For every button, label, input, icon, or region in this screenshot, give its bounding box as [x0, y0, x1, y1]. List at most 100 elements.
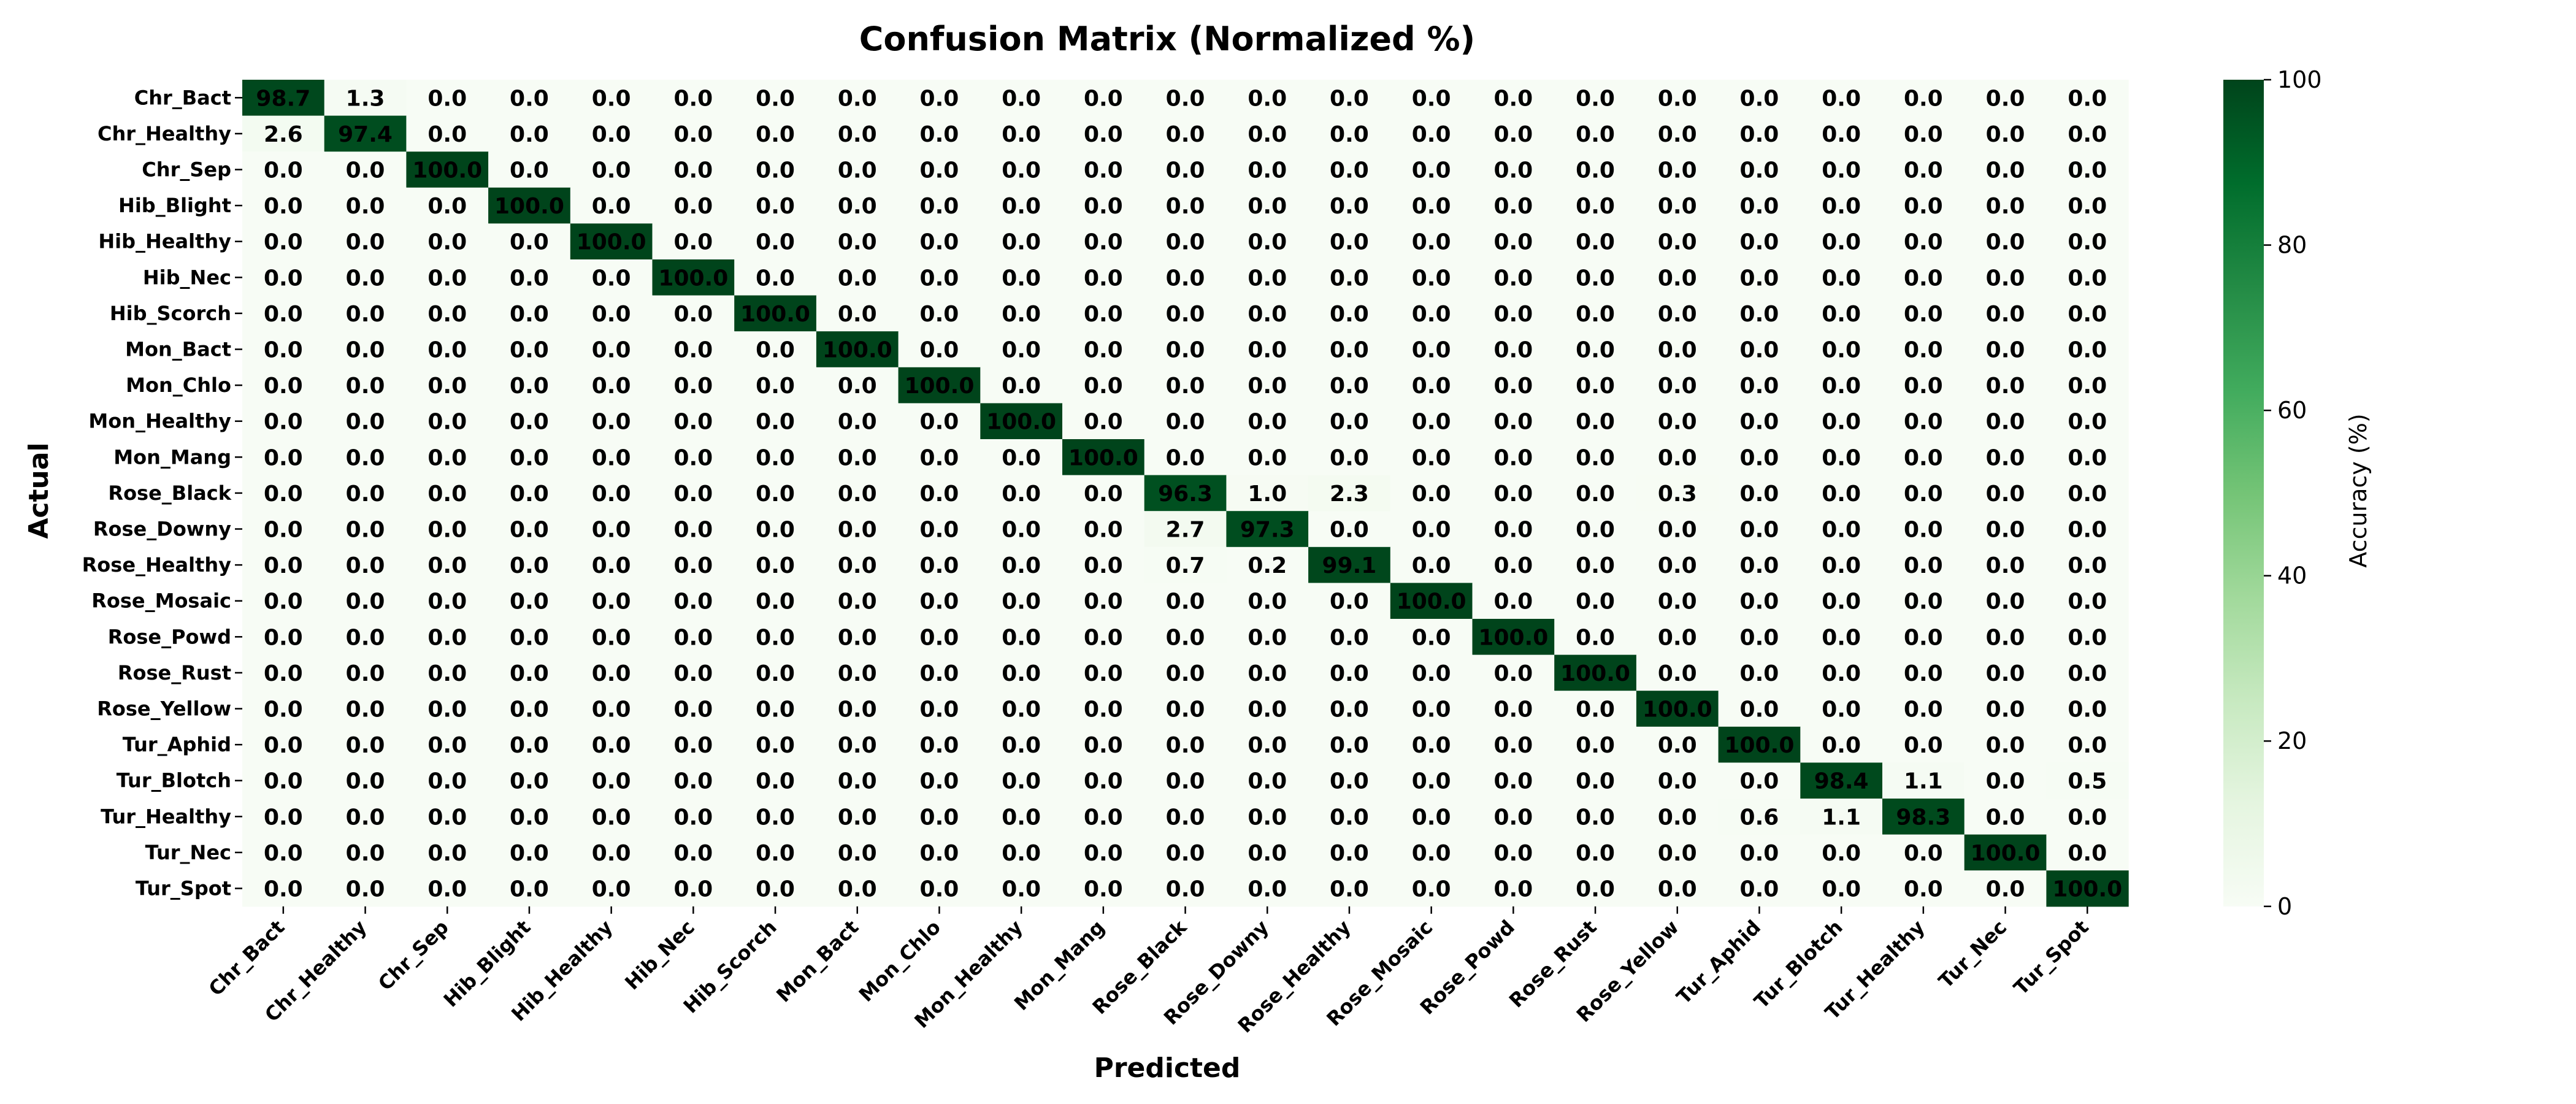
- heatmap-cell: [816, 583, 899, 619]
- heatmap-cell: [570, 511, 653, 548]
- cell-value-label: 0.0: [1248, 625, 1287, 650]
- cell-value-label: 0.0: [427, 338, 467, 363]
- cell-value-label: 0.0: [1084, 805, 1123, 830]
- cell-value-label: 0.0: [346, 589, 385, 615]
- heatmap-cell: [1964, 295, 2047, 332]
- heatmap-cell: [734, 187, 817, 224]
- cell-value-label: 0.0: [1084, 230, 1123, 255]
- heatmap-cell: [816, 619, 899, 656]
- cell-value-label: 0.0: [2068, 589, 2107, 615]
- cell-value-label: 0.0: [264, 302, 303, 327]
- cell-value-label: 0.0: [1822, 86, 1861, 111]
- heatmap-cell: [898, 834, 981, 871]
- heatmap-cell: [1554, 403, 1637, 440]
- cell-value-label: 0.0: [1412, 122, 1451, 147]
- cell-value-label: 0.0: [920, 194, 959, 219]
- heatmap-cell: [1800, 115, 1883, 152]
- y-tick-label: Rose_Rust: [118, 661, 231, 684]
- heatmap-cell: [734, 870, 817, 907]
- heatmap-cell: [1554, 834, 1637, 871]
- cell-value-label: 0.0: [1822, 122, 1861, 147]
- heatmap-cell: [898, 546, 981, 583]
- cell-value-label: 0.0: [1084, 589, 1123, 615]
- heatmap-cell: [1308, 439, 1391, 476]
- heatmap-cell: [1472, 223, 1555, 260]
- cell-value-label: 98.4: [1814, 769, 1869, 794]
- cell-value-label: 0.0: [1904, 158, 1943, 183]
- cell-value-label: 0.0: [1330, 877, 1369, 902]
- y-tick-label: Hib_Scorch: [110, 302, 231, 325]
- cell-value-label: 0.2: [1248, 553, 1287, 578]
- y-tick-label: Rose_Yellow: [97, 697, 231, 721]
- heatmap-cell: [324, 799, 407, 835]
- heatmap-cell: [1882, 151, 1965, 188]
- heatmap-cell: [1800, 619, 1883, 656]
- heatmap-cell: [1882, 654, 1965, 691]
- cell-value-label: 0.0: [1740, 697, 1779, 723]
- cell-value-label: 0.0: [920, 122, 959, 147]
- cell-value-label: 0.0: [2068, 445, 2107, 470]
- colorbar-tick-label: 0: [2277, 893, 2292, 920]
- cell-value-label: 0.0: [1248, 158, 1287, 183]
- cell-value-label: 0.0: [1986, 338, 2025, 363]
- cell-value-label: 0.0: [2068, 122, 2107, 147]
- heatmap-cell: [1800, 726, 1883, 763]
- heatmap-cell: [1554, 546, 1637, 583]
- cell-value-label: 2.7: [1166, 518, 1205, 543]
- heatmap-cell: [1308, 583, 1391, 619]
- heatmap-cell: [1554, 331, 1637, 368]
- cell-value-label: 0.0: [1002, 86, 1041, 111]
- heatmap-cell: [1226, 187, 1309, 224]
- cell-value-label: 0.0: [1822, 733, 1861, 758]
- cell-value-label: 0.0: [1493, 481, 1533, 507]
- cell-value-label: 0.0: [2068, 338, 2107, 363]
- cell-value-label: 0.0: [2068, 553, 2107, 578]
- cell-value-label: 0.0: [838, 122, 877, 147]
- cell-value-label: 0.0: [1576, 769, 1615, 794]
- heatmap-cell: [980, 151, 1063, 188]
- cell-value-label: 0.0: [1740, 841, 1779, 866]
- heatmap-cell: [1800, 475, 1883, 512]
- colorbar-tick-label: 100: [2277, 66, 2322, 93]
- cell-value-label: 0.0: [1986, 661, 2025, 686]
- heatmap-cell: [1390, 187, 1473, 224]
- heatmap-cell: [1226, 80, 1309, 117]
- cell-value-label: 0.0: [1248, 661, 1287, 686]
- cell-value-label: 0.0: [673, 769, 713, 794]
- cell-value-label: 0.0: [1986, 302, 2025, 327]
- heatmap-cell: [488, 331, 571, 368]
- cell-value-label: 0.0: [838, 877, 877, 902]
- colorbar-label: Accuracy (%): [2345, 413, 2372, 567]
- cell-value-label: 0.0: [1412, 374, 1451, 399]
- cell-value-label: 0.0: [1740, 625, 1779, 650]
- heatmap-cell: [898, 691, 981, 727]
- heatmap-cell: [1636, 654, 1719, 691]
- heatmap-cell: [488, 439, 571, 476]
- cell-value-label: 0.0: [510, 661, 549, 686]
- heatmap-cell: [1636, 223, 1719, 260]
- heatmap-cell: [652, 151, 735, 188]
- heatmap-cell: [1308, 726, 1391, 763]
- heatmap-cell: [2046, 583, 2129, 619]
- heatmap-cell: [980, 439, 1063, 476]
- cell-value-label: 0.0: [673, 338, 713, 363]
- cell-value-label: 0.0: [2068, 733, 2107, 758]
- heatmap-cell: [1800, 834, 1883, 871]
- cell-value-label: 0.0: [2068, 661, 2107, 686]
- heatmap-cell: [1390, 331, 1473, 368]
- cell-value-label: 0.0: [1986, 122, 2025, 147]
- heatmap-cell: [734, 151, 817, 188]
- cell-value-label: 0.0: [427, 697, 467, 723]
- heatmap-cell: [1144, 762, 1227, 799]
- cell-value-label: 0.0: [756, 661, 795, 686]
- heatmap-cell: [1472, 583, 1555, 619]
- cell-value-label: 0.0: [427, 841, 467, 866]
- cell-value-label: 0.0: [1740, 194, 1779, 219]
- heatmap-cell: [652, 223, 735, 260]
- cell-value-label: 0.0: [2068, 230, 2107, 255]
- cell-value-label: 0.0: [920, 589, 959, 615]
- cell-value-label: 100.0: [1068, 445, 1138, 470]
- heatmap-cell: [1964, 331, 2047, 368]
- cell-value-label: 0.0: [920, 769, 959, 794]
- cell-value-label: 0.0: [838, 805, 877, 830]
